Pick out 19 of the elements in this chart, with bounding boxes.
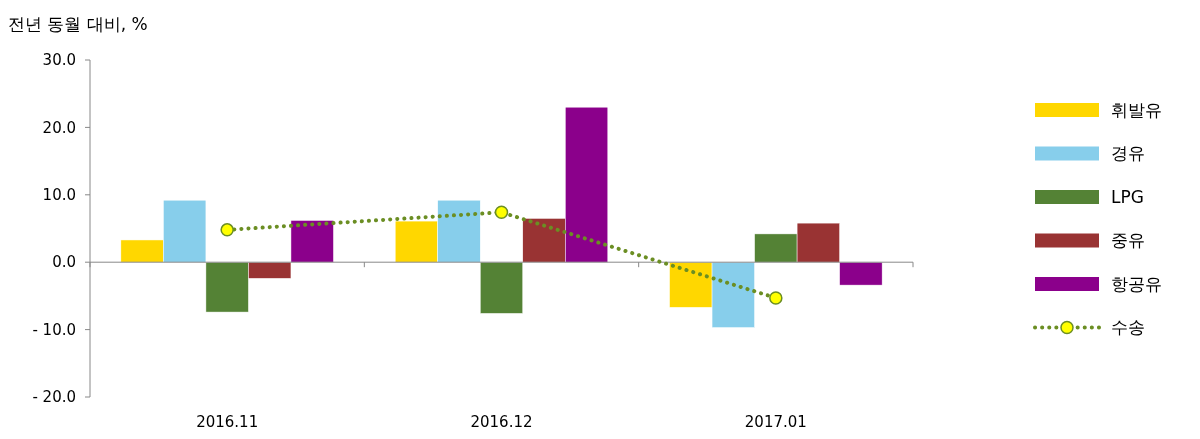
- legend-label: 경유: [1111, 143, 1145, 164]
- x-tick-label: 2017.01: [744, 413, 807, 431]
- legend-label: LPG: [1111, 186, 1144, 207]
- y-tick-label: 20.0: [42, 118, 76, 137]
- y-tick-label: 0.0: [52, 253, 76, 272]
- legend-label: 항공유: [1111, 273, 1162, 294]
- y-tick-label: 10.0: [42, 186, 76, 205]
- legend-label: 중유: [1111, 230, 1145, 251]
- x-tick-label: 2016.11: [196, 413, 259, 431]
- point: [494, 205, 509, 220]
- y-tick-label: 30.0: [42, 51, 76, 70]
- point: [769, 291, 783, 305]
- x-tick-label: 2016.12: [470, 413, 533, 431]
- point: [220, 223, 234, 237]
- y-tick-label: - 10.0: [32, 320, 76, 339]
- legend-label: 수송: [1111, 317, 1145, 338]
- legend-label: 휘발유: [1111, 99, 1162, 120]
- y-axis-title: 전년 동월 대비, %: [8, 14, 148, 34]
- y-tick-label: - 20.0: [32, 388, 76, 407]
